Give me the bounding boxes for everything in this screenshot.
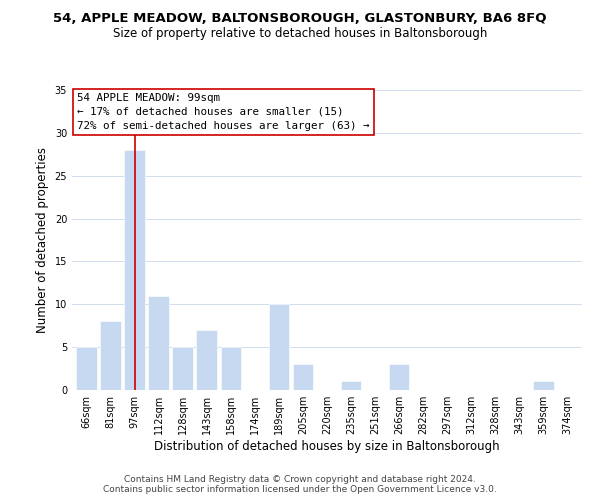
Text: 54 APPLE MEADOW: 99sqm
← 17% of detached houses are smaller (15)
72% of semi-det: 54 APPLE MEADOW: 99sqm ← 17% of detached… [77,93,370,131]
Bar [172,347,193,390]
Bar [341,382,361,390]
Bar [293,364,313,390]
Bar [100,322,121,390]
Text: Contains public sector information licensed under the Open Government Licence v3: Contains public sector information licen… [103,485,497,494]
Bar [221,347,241,390]
Bar [389,364,409,390]
Text: Contains HM Land Registry data © Crown copyright and database right 2024.: Contains HM Land Registry data © Crown c… [124,475,476,484]
Bar [148,296,169,390]
Bar [533,382,554,390]
Bar [269,304,289,390]
Text: Size of property relative to detached houses in Baltonsborough: Size of property relative to detached ho… [113,28,487,40]
Y-axis label: Number of detached properties: Number of detached properties [36,147,49,333]
Text: 54, APPLE MEADOW, BALTONSBOROUGH, GLASTONBURY, BA6 8FQ: 54, APPLE MEADOW, BALTONSBOROUGH, GLASTO… [53,12,547,26]
Bar [124,150,145,390]
X-axis label: Distribution of detached houses by size in Baltonsborough: Distribution of detached houses by size … [154,440,500,453]
Bar [76,347,97,390]
Bar [196,330,217,390]
